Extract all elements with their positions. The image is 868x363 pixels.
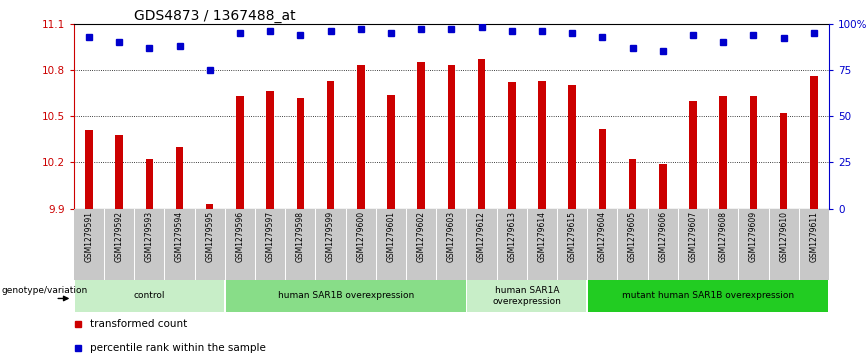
- Bar: [85, 130, 93, 209]
- Text: GSM1279608: GSM1279608: [719, 211, 727, 262]
- Text: GDS4873 / 1367488_at: GDS4873 / 1367488_at: [135, 9, 296, 23]
- Text: GSM1279601: GSM1279601: [386, 211, 396, 262]
- Bar: [387, 94, 395, 209]
- Text: genotype/variation: genotype/variation: [2, 286, 88, 295]
- Bar: [508, 82, 516, 209]
- Bar: [659, 164, 667, 209]
- Bar: [206, 204, 214, 209]
- Bar: [236, 96, 244, 209]
- Bar: [146, 159, 153, 209]
- Text: GSM1279607: GSM1279607: [688, 211, 698, 262]
- Bar: [689, 101, 697, 209]
- Bar: [175, 147, 183, 209]
- Text: GSM1279599: GSM1279599: [326, 211, 335, 262]
- Text: GSM1279603: GSM1279603: [447, 211, 456, 262]
- Text: transformed count: transformed count: [90, 319, 187, 329]
- Bar: [448, 65, 455, 209]
- Bar: [477, 59, 485, 209]
- Bar: [599, 129, 606, 209]
- Text: GSM1279611: GSM1279611: [809, 211, 819, 262]
- Text: GSM1279604: GSM1279604: [598, 211, 607, 262]
- Bar: [75, 280, 224, 311]
- Text: GSM1279593: GSM1279593: [145, 211, 154, 262]
- Text: GSM1279598: GSM1279598: [296, 211, 305, 262]
- Bar: [266, 91, 274, 209]
- Bar: [226, 280, 465, 311]
- Bar: [357, 65, 365, 209]
- Bar: [589, 280, 828, 311]
- Text: GSM1279615: GSM1279615: [568, 211, 576, 262]
- Text: GSM1279613: GSM1279613: [507, 211, 516, 262]
- Bar: [538, 81, 546, 209]
- Text: GSM1279596: GSM1279596: [235, 211, 245, 262]
- Text: GSM1279605: GSM1279605: [628, 211, 637, 262]
- Text: GSM1279612: GSM1279612: [477, 211, 486, 262]
- Text: GSM1279597: GSM1279597: [266, 211, 274, 262]
- Bar: [720, 96, 727, 209]
- Text: GSM1279609: GSM1279609: [749, 211, 758, 262]
- Text: GSM1279595: GSM1279595: [205, 211, 214, 262]
- Text: GSM1279594: GSM1279594: [175, 211, 184, 262]
- Bar: [569, 85, 576, 209]
- Text: percentile rank within the sample: percentile rank within the sample: [90, 343, 266, 352]
- Bar: [418, 62, 425, 209]
- Text: mutant human SAR1B overexpression: mutant human SAR1B overexpression: [622, 291, 794, 300]
- Text: GSM1279614: GSM1279614: [537, 211, 547, 262]
- Text: GSM1279591: GSM1279591: [84, 211, 94, 262]
- Text: human SAR1B overexpression: human SAR1B overexpression: [278, 291, 414, 300]
- Text: GSM1279602: GSM1279602: [417, 211, 425, 262]
- Bar: [810, 76, 818, 209]
- Bar: [779, 113, 787, 209]
- Text: GSM1279592: GSM1279592: [115, 211, 123, 262]
- Bar: [297, 98, 304, 209]
- Text: human SAR1A
overexpression: human SAR1A overexpression: [492, 286, 562, 306]
- Text: GSM1279606: GSM1279606: [658, 211, 667, 262]
- Text: GSM1279610: GSM1279610: [779, 211, 788, 262]
- Bar: [326, 81, 334, 209]
- Bar: [115, 135, 123, 209]
- Text: GSM1279600: GSM1279600: [356, 211, 365, 262]
- Bar: [628, 159, 636, 209]
- Bar: [750, 96, 757, 209]
- Text: control: control: [134, 291, 165, 300]
- Bar: [467, 280, 587, 311]
